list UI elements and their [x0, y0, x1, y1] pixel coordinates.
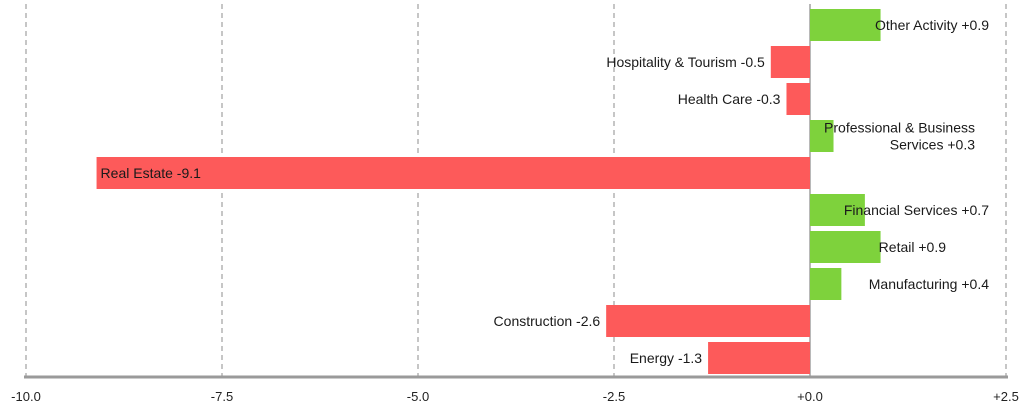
bar-labels: Other Activity +0.9 Hospitality & Tourism…: [101, 17, 990, 366]
x-tick-label: -7.5: [211, 389, 233, 404]
x-tick-label: +2.5: [993, 389, 1019, 404]
x-tick-label: -10.0: [11, 389, 41, 404]
bar: [810, 9, 881, 41]
bars: [96, 9, 881, 374]
x-tick-label: +0.0: [797, 389, 823, 404]
bar: [810, 120, 834, 152]
x-tick-label: -5.0: [407, 389, 429, 404]
bar-label: Hospitality & Tourism -0.5: [606, 54, 765, 70]
bar-label-line: Manufacturing +0.4: [869, 276, 989, 292]
bar: [810, 268, 842, 300]
bar: [708, 342, 810, 374]
bar: [786, 83, 810, 115]
bar-label: Financial Services +0.7: [844, 202, 989, 218]
bar-label-line: Retail +0.9: [879, 239, 947, 255]
bar-label: Other Activity +0.9: [875, 17, 989, 33]
bar-label: Manufacturing +0.4: [869, 276, 989, 292]
x-axis: -10.0 -7.5 -5.0 -2.5 +0.0 +2.5: [11, 375, 1019, 404]
bar-label: Professional & Business Services +0.3: [824, 120, 975, 153]
bar-label: Energy -1.3: [630, 350, 703, 366]
bar-label-line: Other Activity +0.9: [875, 17, 989, 33]
bar: [770, 46, 810, 78]
bar: [810, 231, 881, 263]
bar-label-line: Financial Services +0.7: [844, 202, 989, 218]
bar: [96, 157, 810, 189]
bar-label-line: Professional & Business: [824, 120, 975, 136]
bar: [606, 305, 810, 337]
bar-label: Retail +0.9: [879, 239, 947, 255]
x-tick-label: -2.5: [603, 389, 625, 404]
bar-label-line: Construction -2.6: [494, 313, 601, 329]
bar: [810, 194, 865, 226]
bar-label: Real Estate -9.1: [101, 165, 202, 181]
bar-label-line: Health Care -0.3: [678, 91, 781, 107]
bar-label-line: Services +0.3: [890, 137, 975, 153]
bar-label-line: Hospitality & Tourism -0.5: [606, 54, 765, 70]
bar-label: Construction -2.6: [494, 313, 601, 329]
bar-label-line: Real Estate -9.1: [101, 165, 202, 181]
bar-label-line: Energy -1.3: [630, 350, 703, 366]
bar-label: Health Care -0.3: [678, 91, 781, 107]
